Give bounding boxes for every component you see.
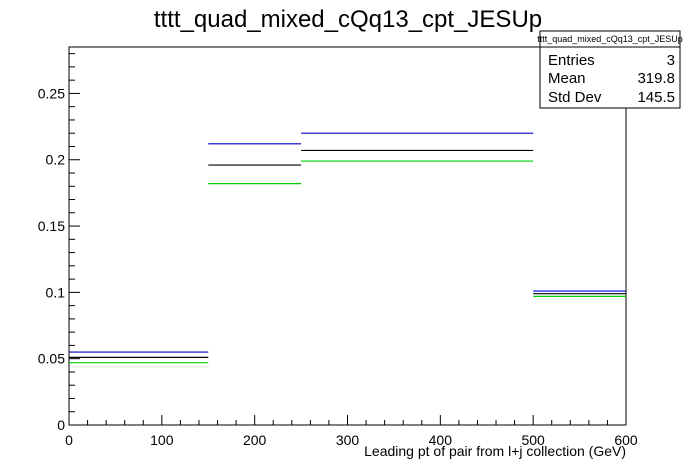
- y-tick-label: 0.1: [46, 284, 66, 300]
- histogram-series-0: [69, 132, 626, 353]
- x-tick-label: 400: [429, 432, 453, 448]
- stats-entries-label: Entries: [548, 52, 595, 69]
- stats-mean-label: Mean: [548, 70, 586, 87]
- x-tick-label: 100: [150, 432, 174, 448]
- histogram-series-1: [69, 149, 626, 358]
- x-axis: 0 100 200 300 400 500 600: [65, 415, 638, 448]
- x-tick-label: 500: [521, 432, 545, 448]
- stats-box: tttt_quad_mixed_cQq13_cpt_JESUp Entries …: [537, 30, 683, 109]
- histogram-series-2: [69, 160, 626, 364]
- stats-mean-value: 319.8: [637, 70, 675, 87]
- stats-entries-value: 3: [667, 52, 675, 69]
- chart-title: tttt_quad_mixed_cQq13_cpt_JESUp: [154, 6, 542, 33]
- x-axis-title: Leading pt of pair from l+j collection (…: [364, 443, 626, 459]
- x-tick-label: 200: [243, 432, 267, 448]
- y-tick-label: 0.15: [38, 218, 65, 234]
- stats-stddev-value: 145.5: [637, 89, 675, 106]
- x-tick-label: 0: [65, 432, 73, 448]
- y-tick-label: 0.2: [46, 152, 66, 168]
- x-tick-label: 300: [336, 432, 360, 448]
- stats-box-title: tttt_quad_mixed_cQq13_cpt_JESUp: [537, 34, 683, 44]
- stats-stddev-label: Std Dev: [548, 89, 602, 106]
- y-tick-label: 0.25: [38, 85, 65, 101]
- x-tick-label: 600: [614, 432, 638, 448]
- y-tick-label: 0.05: [38, 351, 65, 367]
- y-tick-label: 0: [57, 417, 65, 433]
- histogram-series: [69, 132, 626, 364]
- y-axis: 0 0.05 0.1 0.15 0.2 0.25: [38, 53, 80, 433]
- stats-box-frame: [539, 30, 681, 109]
